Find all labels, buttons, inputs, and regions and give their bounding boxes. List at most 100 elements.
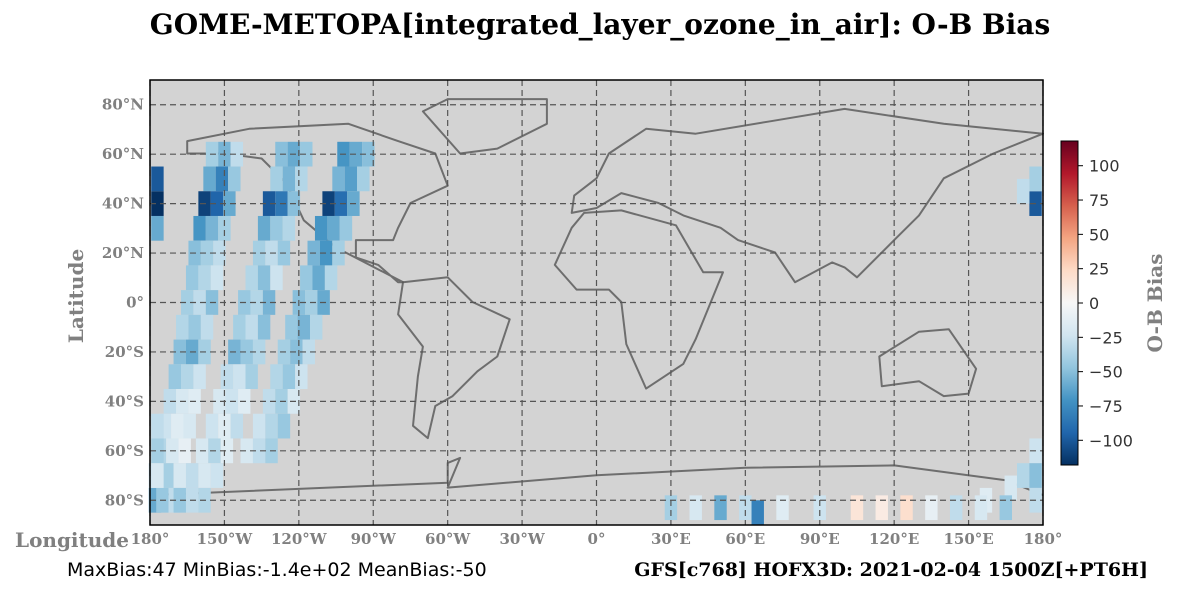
bias-cell (1004, 475, 1017, 501)
bias-cell (252, 438, 266, 464)
bias-cell (198, 463, 211, 488)
bias-cell (151, 413, 164, 439)
bias-cell (181, 364, 194, 390)
colorbar-tick-label: 100 (1089, 157, 1120, 176)
bias-cell (262, 191, 276, 216)
bias-cell (151, 438, 164, 464)
x-tick-label: 120°E (869, 530, 919, 548)
bias-cell (875, 495, 888, 521)
colorbar-tick-label: −100 (1089, 431, 1133, 450)
bias-cell (925, 495, 938, 521)
bias-cell (240, 438, 253, 464)
bias-cell (257, 314, 271, 340)
bias-cell (1029, 463, 1042, 488)
x-tick-label: 60°E (725, 530, 765, 548)
x-tick-label: 180° (1024, 530, 1063, 548)
bias-cell (282, 215, 296, 241)
bias-cell (151, 215, 164, 241)
bias-cell (1016, 463, 1030, 488)
bias-cell (1016, 178, 1030, 204)
bias-cell (198, 265, 211, 291)
bias-cell (213, 389, 226, 414)
bias-cell (220, 438, 234, 464)
x-axis-label: Longitude (15, 528, 129, 552)
bias-cell (185, 463, 199, 488)
bias-cell (176, 314, 189, 340)
bias-cell (210, 191, 224, 216)
bias-cell (285, 314, 298, 340)
bias-cell (319, 240, 333, 266)
bias-cell (252, 413, 266, 439)
bias-cell (257, 215, 271, 241)
bias-cell (949, 495, 963, 521)
bias-cell (245, 364, 258, 390)
bias-cell (223, 191, 236, 216)
bias-cell (193, 215, 206, 241)
bias-cell (270, 364, 283, 390)
bias-cell (168, 364, 182, 390)
x-tick-label: 150°W (197, 530, 254, 548)
bias-cell (314, 215, 328, 241)
footer-stats: MaxBias:47 MinBias:-1.4e+02 MeanBias:-50 (67, 559, 487, 581)
bias-cell (302, 339, 315, 365)
bias-cell (151, 166, 164, 192)
bias-cell (900, 495, 913, 521)
bias-cell (188, 314, 201, 340)
bias-cell (332, 166, 345, 192)
bias-cell (230, 413, 244, 439)
bias-cell (213, 240, 226, 266)
bias-cell (200, 314, 214, 340)
bias-cell (252, 240, 266, 266)
bias-cell (327, 215, 340, 241)
bias-cell (322, 191, 335, 216)
bias-cell (300, 265, 313, 291)
x-tick-label: 150°E (943, 530, 993, 548)
bias-cell (151, 191, 164, 216)
coastline (186, 122, 449, 284)
x-tick-label: 0° (588, 530, 606, 548)
bias-cell (309, 314, 323, 340)
bias-cell (850, 495, 864, 521)
bias-cell (220, 364, 234, 390)
y-tick-label: 20°N (102, 244, 144, 262)
bias-cell (282, 166, 296, 192)
bias-cell (240, 339, 253, 365)
bias-cell (739, 495, 752, 521)
bias-cell (173, 463, 186, 488)
bias-cell (250, 290, 263, 315)
bias-cell (205, 215, 219, 241)
bias-cell (215, 166, 229, 192)
colorbar-tick-label: 50 (1089, 225, 1109, 244)
bias-cell (362, 141, 375, 167)
bias-cell (151, 463, 164, 488)
bias-cell (230, 141, 244, 167)
bias-cell (183, 413, 196, 439)
bias-cell (714, 495, 727, 521)
colorbar-tick-label: −75 (1089, 397, 1123, 416)
bias-cell (228, 166, 241, 192)
y-tick-label: 60°S (105, 442, 144, 460)
bias-cell (339, 215, 353, 241)
bias-cell (203, 166, 216, 192)
coastline (421, 98, 548, 155)
bias-cell (171, 413, 184, 439)
bias-cell (262, 290, 276, 315)
colorbar-tick-label: 25 (1089, 260, 1109, 279)
bias-cell (252, 339, 266, 365)
bias-cell (324, 265, 338, 291)
bias-cell (1029, 166, 1042, 192)
bias-cell (297, 314, 310, 340)
bias-cell (344, 166, 358, 192)
data-cells (148, 141, 1042, 525)
bias-cell (218, 215, 231, 241)
y-tick-label: 80°N (102, 96, 144, 114)
bias-cell (295, 364, 308, 390)
bias-cell (218, 413, 231, 439)
bias-cell (751, 500, 764, 525)
bias-cell (210, 463, 224, 488)
bias-cell (813, 495, 826, 521)
bias-cell (277, 413, 291, 439)
colorbar-ticks: −100 −75 −50 −25 0 25 50 75 100 (1078, 157, 1133, 450)
x-tick-label: 30°E (651, 530, 691, 548)
